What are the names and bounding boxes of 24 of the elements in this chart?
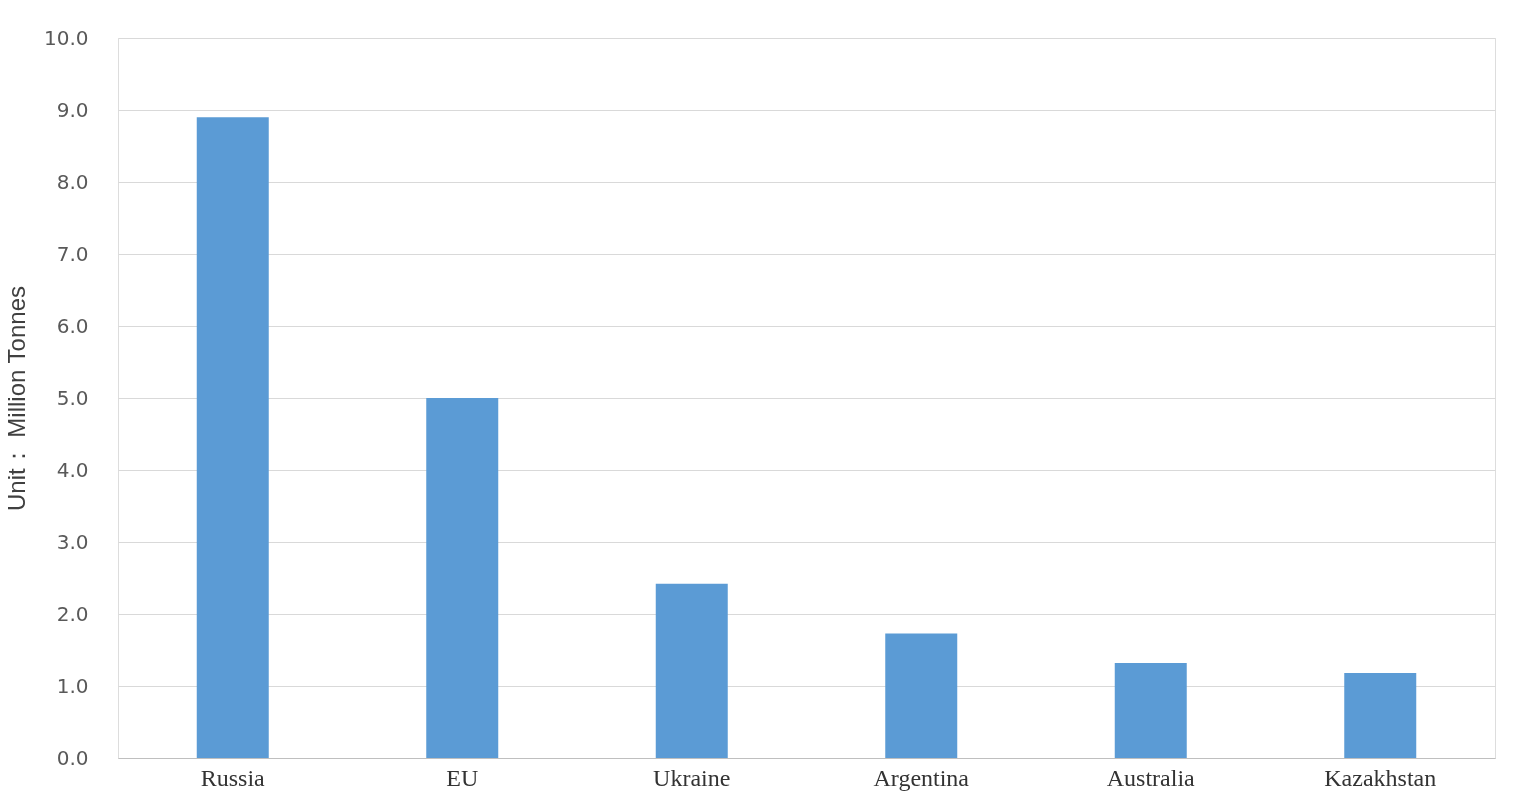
y-tick-label: 5.0 [56, 385, 89, 410]
y-tick-label: 6.0 [56, 313, 89, 338]
y-tick-label: 2.0 [56, 601, 89, 626]
x-tick-label: Russia [200, 764, 266, 791]
y-axis-title: Unit： Million Tonnes [2, 286, 30, 511]
y-tick-label: 4.0 [56, 457, 89, 482]
bar [426, 398, 499, 758]
x-tick-label: EU [446, 764, 479, 791]
bar [196, 117, 269, 758]
y-tick-label: 7.0 [56, 241, 89, 266]
x-tick-label: Kazakhstan [1324, 764, 1437, 791]
x-tick-label: Ukraine [653, 764, 731, 791]
y-tick-label: 10.0 [43, 25, 89, 50]
bar [1344, 673, 1417, 758]
y-tick-label: 9.0 [56, 97, 89, 122]
bar [655, 583, 728, 758]
x-tick-label: Australia [1106, 764, 1196, 791]
x-tick-label: Argentina [873, 764, 970, 791]
y-tick-label: 8.0 [56, 169, 89, 194]
y-tick-label: 0.0 [56, 745, 89, 770]
bar [1114, 662, 1187, 758]
bar [885, 633, 958, 758]
y-tick-label: 3.0 [56, 529, 89, 554]
y-tick-label: 1.0 [56, 673, 89, 698]
